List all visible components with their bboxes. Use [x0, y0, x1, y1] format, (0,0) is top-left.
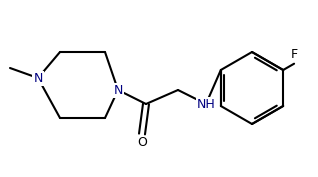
Text: F: F [291, 48, 298, 61]
Text: O: O [137, 136, 147, 150]
Text: N: N [33, 72, 43, 84]
Text: N: N [113, 84, 123, 96]
Text: NH: NH [197, 98, 215, 110]
